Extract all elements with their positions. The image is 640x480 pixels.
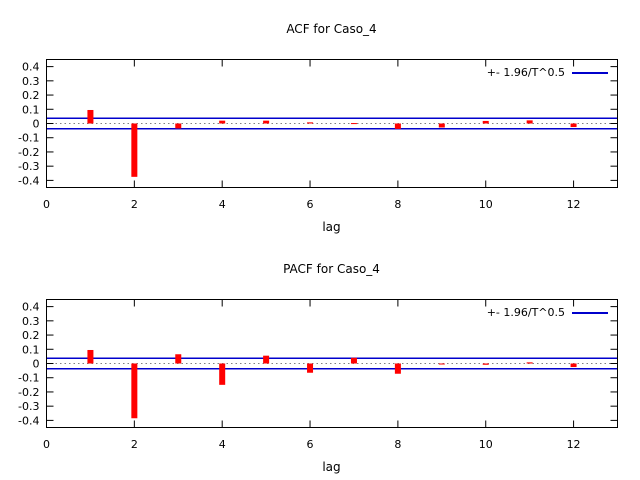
svg-text:10: 10 xyxy=(479,438,493,451)
acf-x-axis-label: lag xyxy=(322,220,341,234)
svg-text:0.1: 0.1 xyxy=(22,103,40,116)
pacf-plot-canvas: -0.4-0.3-0.2-0.100.10.20.30.40 2 4 6 8 10 12 xyxy=(18,299,618,451)
acf-legend-label: +- 1.96/T^0.5 xyxy=(486,66,565,79)
svg-text:8: 8 xyxy=(394,438,401,451)
svg-text:-0.1: -0.1 xyxy=(18,132,39,145)
svg-text:0: 0 xyxy=(33,358,40,371)
acf-legend-line-sample xyxy=(572,72,608,74)
svg-text:0.2: 0.2 xyxy=(22,89,40,102)
svg-text:4: 4 xyxy=(219,438,226,451)
svg-text:-0.3: -0.3 xyxy=(18,400,39,413)
acf-chart-title: ACF for Caso_4 xyxy=(286,22,377,36)
svg-text:0: 0 xyxy=(43,198,50,211)
svg-text:-0.2: -0.2 xyxy=(18,146,39,159)
svg-text:0.4: 0.4 xyxy=(22,61,40,74)
svg-text:12: 12 xyxy=(567,198,581,211)
svg-text:4: 4 xyxy=(219,198,226,211)
svg-text:0.3: 0.3 xyxy=(22,315,40,328)
svg-text:0: 0 xyxy=(33,118,40,131)
acf-chart: ACF for Caso_4 -0.4 -0.3 -0.2 -0.1 0 0.1 0.2 0.… xyxy=(18,22,618,234)
svg-text:12: 12 xyxy=(567,438,581,451)
svg-text:8: 8 xyxy=(394,198,401,211)
acf-plot-canvas: -0.4-0.3-0.2-0.100.10.20.30.40 2 4 6 8 10 12 xyxy=(18,59,618,211)
svg-text:0.4: 0.4 xyxy=(22,301,40,314)
svg-text:0.3: 0.3 xyxy=(22,75,40,88)
svg-text:-0.1: -0.1 xyxy=(18,372,39,385)
pacf-legend-label: +- 1.96/T^0.5 xyxy=(486,306,565,319)
svg-text:-0.2: -0.2 xyxy=(18,386,39,399)
pacf-chart: PACF for Caso_4 -0.4 -0.3 -0.2 -0.1 0 0.1 0.2 0… xyxy=(0,240,640,480)
pacf-legend: +- 1.96/T^0.5 xyxy=(487,306,608,320)
pacf-legend-line-sample xyxy=(572,312,608,314)
pacf-x-axis-label: lag xyxy=(322,460,341,474)
svg-text:0.2: 0.2 xyxy=(22,329,40,342)
svg-text:6: 6 xyxy=(307,438,314,451)
pacf-chart-title: PACF for Caso_4 xyxy=(283,262,380,276)
svg-text:10: 10 xyxy=(479,198,493,211)
svg-text:6: 6 xyxy=(307,198,314,211)
svg-text:0.1: 0.1 xyxy=(22,343,40,356)
svg-text:-0.3: -0.3 xyxy=(18,160,39,173)
svg-text:-0.4: -0.4 xyxy=(18,174,39,187)
svg-text:-0.4: -0.4 xyxy=(18,414,39,427)
acf-legend: +- 1.96/T^0.5 xyxy=(487,66,608,80)
svg-text:0: 0 xyxy=(43,438,50,451)
svg-text:2: 2 xyxy=(131,438,138,451)
svg-text:2: 2 xyxy=(131,198,138,211)
